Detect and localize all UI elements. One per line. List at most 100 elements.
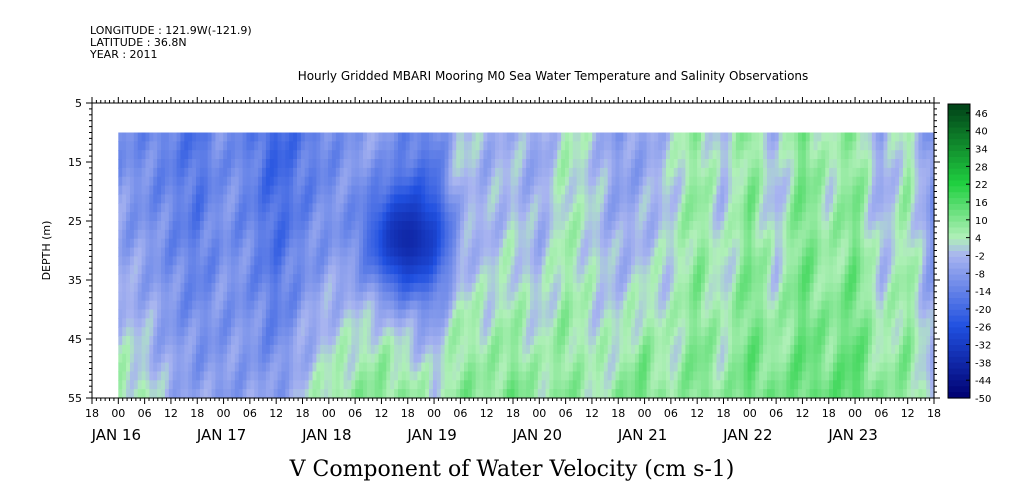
heatmap-cell bbox=[149, 318, 154, 328]
heatmap-cell bbox=[541, 212, 547, 222]
heatmap-cell bbox=[747, 353, 753, 364]
heatmap-cell bbox=[219, 274, 224, 284]
heatmap-cell bbox=[199, 282, 205, 293]
heatmap-cell bbox=[308, 353, 314, 364]
heatmap-cell bbox=[623, 353, 628, 364]
heatmap-cell bbox=[456, 132, 461, 142]
heatmap-cell bbox=[506, 221, 512, 231]
heatmap-cell bbox=[359, 247, 364, 257]
heatmap-cell bbox=[584, 238, 589, 249]
heatmap-cell bbox=[355, 318, 360, 328]
heatmap-cell bbox=[572, 185, 578, 196]
heatmap-cell bbox=[254, 344, 259, 355]
heatmap-cell bbox=[759, 238, 764, 249]
heatmap-cell bbox=[693, 212, 698, 222]
heatmap-cell bbox=[355, 344, 360, 355]
heatmap-cell bbox=[238, 203, 244, 213]
heatmap-cell bbox=[565, 265, 570, 275]
heatmap-cell bbox=[320, 141, 325, 151]
heatmap-cell bbox=[238, 336, 244, 346]
heatmap-cell bbox=[219, 300, 224, 311]
heatmap-cell bbox=[188, 141, 193, 151]
heatmap-cell bbox=[366, 380, 372, 390]
heatmap-cell bbox=[157, 274, 162, 284]
heatmap-cell bbox=[203, 389, 209, 399]
heatmap-cell bbox=[324, 389, 329, 399]
heatmap-cell bbox=[203, 167, 209, 178]
heatmap-cell bbox=[413, 256, 418, 266]
heatmap-cell bbox=[277, 176, 283, 187]
heatmap-cell bbox=[607, 185, 613, 196]
heatmap-cell bbox=[141, 282, 147, 293]
heatmap-cell bbox=[405, 265, 411, 275]
heatmap-cell bbox=[285, 185, 290, 196]
heatmap-cell bbox=[444, 291, 450, 302]
heatmap-cell bbox=[743, 256, 749, 266]
heatmap-cell bbox=[390, 371, 395, 381]
heatmap-cell bbox=[537, 167, 543, 178]
heatmap-cell bbox=[460, 167, 465, 178]
heatmap-cell bbox=[665, 344, 671, 355]
heatmap-cell bbox=[704, 221, 710, 231]
heatmap-cell bbox=[475, 247, 481, 257]
heatmap-cell bbox=[654, 194, 659, 204]
heatmap-cell bbox=[561, 300, 566, 311]
heatmap-cell bbox=[704, 159, 710, 169]
heatmap-cell bbox=[370, 380, 376, 390]
heatmap-cell bbox=[227, 229, 232, 240]
heatmap-cell bbox=[526, 309, 531, 319]
heatmap-cell bbox=[254, 212, 259, 222]
heatmap-cell bbox=[475, 336, 481, 346]
heatmap-cell bbox=[565, 185, 570, 196]
heatmap-cell bbox=[553, 309, 558, 319]
heatmap-cell bbox=[316, 212, 321, 222]
heatmap-cell bbox=[421, 318, 426, 328]
heatmap-cell bbox=[417, 185, 422, 196]
heatmap-cell bbox=[328, 159, 333, 169]
heatmap-cell bbox=[638, 371, 644, 381]
heatmap-cell bbox=[681, 265, 687, 275]
heatmap-cell bbox=[211, 389, 217, 399]
heatmap-cell bbox=[510, 176, 516, 187]
heatmap-cell bbox=[545, 150, 551, 160]
heatmap-cell bbox=[300, 380, 306, 390]
heatmap-cell bbox=[662, 194, 667, 204]
heatmap-cell bbox=[211, 256, 217, 266]
heatmap-cell bbox=[623, 229, 628, 240]
heatmap-cell bbox=[219, 282, 224, 293]
heatmap-cell bbox=[448, 282, 453, 293]
heatmap-cell bbox=[129, 300, 135, 311]
heatmap-cell bbox=[289, 371, 294, 381]
heatmap-cell bbox=[211, 203, 217, 213]
heatmap-cell bbox=[133, 265, 139, 275]
heatmap-cell bbox=[700, 300, 706, 311]
heatmap-cell bbox=[168, 327, 174, 337]
heatmap-cell bbox=[176, 185, 182, 196]
heatmap-cell bbox=[751, 380, 756, 390]
heatmap-cell bbox=[436, 176, 442, 187]
heatmap-cell bbox=[250, 274, 255, 284]
heatmap-cell bbox=[732, 291, 737, 302]
heatmap-cell bbox=[452, 274, 457, 284]
heatmap-cell bbox=[712, 167, 718, 178]
heatmap-cell bbox=[739, 291, 745, 302]
heatmap-cell bbox=[394, 141, 399, 151]
heatmap-cell bbox=[444, 336, 450, 346]
heatmap-cell bbox=[568, 274, 574, 284]
heatmap-cell bbox=[331, 291, 337, 302]
heatmap-cell bbox=[673, 159, 679, 169]
heatmap-cell bbox=[642, 344, 648, 355]
heatmap-cell bbox=[502, 327, 508, 337]
heatmap-cell bbox=[456, 274, 461, 284]
heatmap-cell bbox=[533, 265, 539, 275]
heatmap-cell bbox=[716, 167, 721, 178]
heatmap-cell bbox=[677, 141, 683, 151]
heatmap-cell bbox=[211, 185, 217, 196]
heatmap-cell bbox=[642, 212, 648, 222]
heatmap-cell bbox=[122, 203, 127, 213]
heatmap-cell bbox=[386, 194, 391, 204]
heatmap-cell bbox=[343, 274, 349, 284]
heatmap-cell bbox=[196, 274, 201, 284]
heatmap-cell bbox=[576, 141, 582, 151]
heatmap-cell bbox=[565, 362, 570, 373]
